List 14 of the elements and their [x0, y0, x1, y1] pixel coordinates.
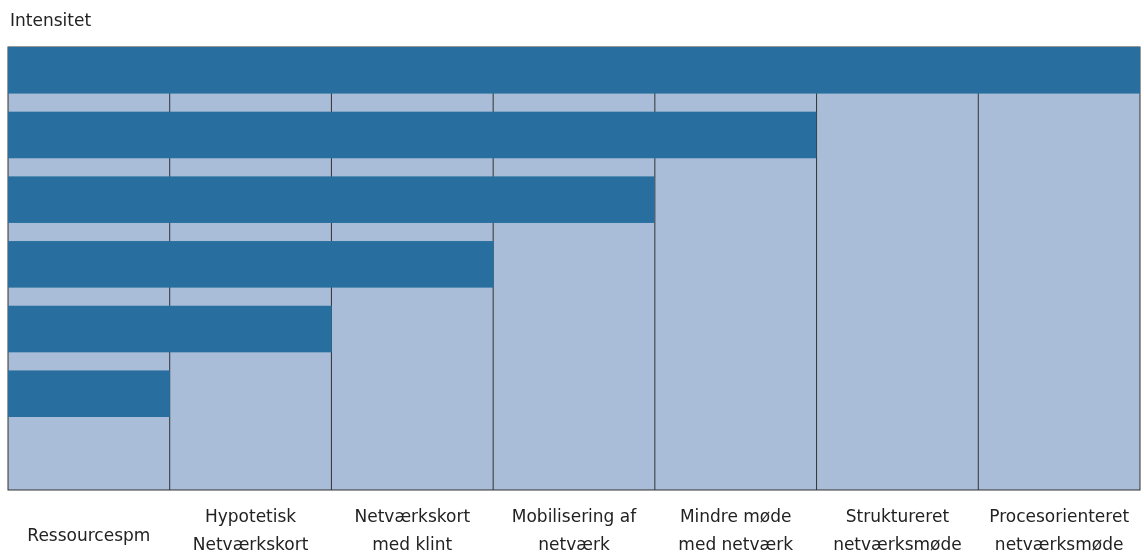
text: Netværkskort med klint: [354, 506, 471, 552]
bar: [8, 305, 332, 353]
text: Mobilisering af netværk: [511, 506, 638, 552]
y-axis-title: Intensitet: [10, 10, 92, 30]
text: Hypotetisk Netværkskort: [192, 506, 309, 552]
text: Mindre møde med netværk: [678, 506, 794, 552]
text: Struktureret netværksmøde: [833, 506, 962, 552]
bar: [8, 176, 655, 223]
text: Ressourcespm: [27, 525, 151, 545]
bar: [8, 111, 817, 159]
text: Procesorienteret netværksmøde: [989, 506, 1130, 552]
bar: [8, 47, 1140, 94]
bar: [8, 241, 494, 288]
bar: [8, 370, 170, 417]
